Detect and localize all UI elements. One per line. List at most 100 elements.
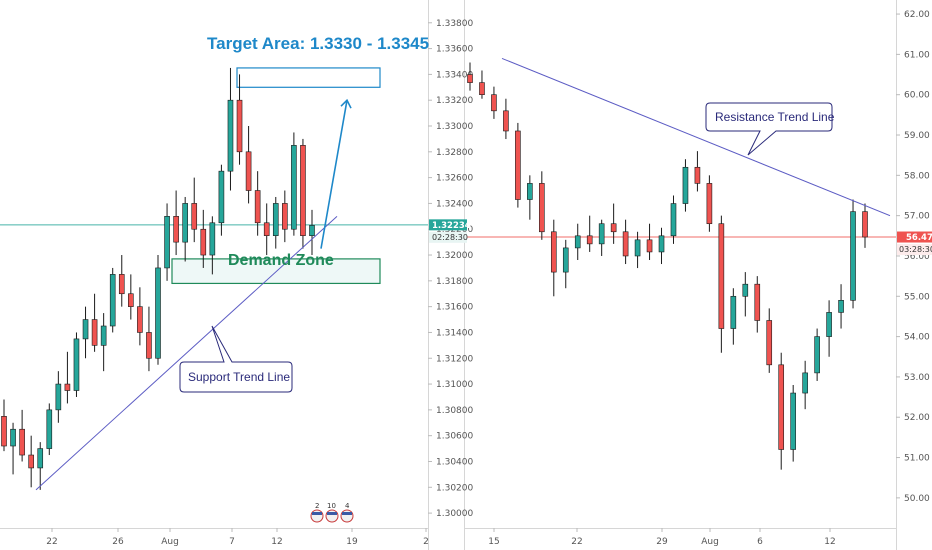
left-candle xyxy=(19,409,25,462)
left-x-tick-label: 12 xyxy=(271,537,282,547)
right-y-tick-label: 50.00 xyxy=(904,494,930,504)
event-badge-2[interactable]: 10 xyxy=(325,502,339,523)
left-x-tick-label: 22 xyxy=(46,537,57,547)
left-candle xyxy=(200,209,207,268)
left-y-tick-label: 1.31000 xyxy=(436,380,473,390)
left-x-axis: 22 26 Aug 7 12 19 2 xyxy=(46,528,429,547)
left-countdown-text: 02:28:30 xyxy=(432,233,468,242)
right-y-axis: 62.00 61.00 60.00 59.00 58.00 57.00 56.00 55.00… xyxy=(896,10,930,504)
right-candle xyxy=(562,239,569,289)
left-x-tick-label: 2 xyxy=(423,537,429,547)
left-candle xyxy=(209,216,216,275)
right-candle xyxy=(826,300,832,357)
left-price-tag: 1.32234 xyxy=(429,219,471,231)
left-candle xyxy=(82,306,89,359)
left-y-axis: 1.33800 1.33600 1.33400 1.33200 1.33000 1.328… xyxy=(428,19,473,519)
right-candles xyxy=(467,62,868,470)
right-countdown-tag: 03:28:30 xyxy=(897,244,932,256)
left-candle xyxy=(300,138,306,249)
resistance-callout-text: Resistance Trend Line xyxy=(715,110,835,124)
left-candle xyxy=(118,255,125,307)
left-candle xyxy=(109,267,116,333)
left-price-tag-text: 1.32234 xyxy=(432,221,471,231)
left-y-tick-label: 1.30800 xyxy=(436,406,473,416)
left-candle xyxy=(128,274,134,320)
left-y-tick-label: 1.30600 xyxy=(436,432,473,442)
right-x-tick-label: 12 xyxy=(824,537,835,547)
right-x-tick-label: 22 xyxy=(571,537,582,547)
right-y-tick-label: 62.00 xyxy=(904,10,930,20)
right-candle xyxy=(778,352,785,470)
right-y-tick-label: 59.00 xyxy=(904,131,930,141)
right-candle xyxy=(766,308,773,373)
right-x-tick-label: Aug xyxy=(701,537,719,547)
left-candle xyxy=(173,190,179,256)
left-y-tick-label: 1.33800 xyxy=(436,19,473,29)
left-candle xyxy=(164,203,170,281)
right-price-tag: 56.47 xyxy=(897,231,932,243)
right-candle xyxy=(598,219,605,256)
right-y-tick-label: 53.00 xyxy=(904,373,930,383)
left-y-tick-label: 1.32400 xyxy=(436,199,473,209)
right-candle xyxy=(862,203,868,248)
event-badge-3-count: 4 xyxy=(345,502,350,510)
right-y-tick-label: 54.00 xyxy=(904,333,930,343)
left-candle xyxy=(309,209,315,256)
right-candle xyxy=(634,231,641,269)
right-x-tick-label: 6 xyxy=(757,537,763,547)
left-y-tick-label: 1.32600 xyxy=(436,174,473,184)
right-x-tick-label: 29 xyxy=(656,537,668,547)
left-candle xyxy=(146,306,152,372)
right-candle xyxy=(479,70,485,99)
right-candle xyxy=(838,284,844,329)
right-price-tag-text: 56.47 xyxy=(906,233,932,243)
left-candle xyxy=(100,313,107,372)
right-candle xyxy=(515,122,521,208)
left-candle xyxy=(1,399,7,452)
left-candle xyxy=(263,203,270,256)
right-candle xyxy=(682,159,689,212)
left-candle xyxy=(91,293,98,352)
left-y-tick-label: 1.32800 xyxy=(436,148,473,158)
target-zone-box xyxy=(236,67,381,88)
projection-arrow xyxy=(320,98,352,249)
left-x-tick-label: Aug xyxy=(161,537,179,547)
target-area-label: Target Area: 1.3330 - 1.3345 xyxy=(207,34,429,53)
left-candle xyxy=(182,196,188,262)
left-candle xyxy=(73,332,80,397)
event-badge-1-count: 2 xyxy=(315,502,319,510)
right-candle xyxy=(802,360,808,410)
resistance-trend-line xyxy=(501,57,891,217)
right-candle xyxy=(527,175,533,220)
left-candles xyxy=(1,67,315,490)
right-candle xyxy=(730,288,737,345)
left-y-tick-label: 1.30000 xyxy=(436,509,473,519)
right-candle xyxy=(718,215,725,353)
left-y-tick-label: 1.33400 xyxy=(436,70,473,80)
event-badges[interactable]: 2 10 4 xyxy=(310,502,354,523)
right-candle xyxy=(539,171,545,240)
right-candle xyxy=(503,98,509,140)
left-x-tick-label: 7 xyxy=(229,537,235,547)
left-candle xyxy=(137,287,143,346)
event-badge-2-count: 10 xyxy=(327,502,336,510)
right-y-tick-label: 57.00 xyxy=(904,212,930,222)
right-y-tick-label: 51.00 xyxy=(904,454,930,464)
event-badge-3[interactable]: 4 xyxy=(340,502,354,523)
resistance-callout: Resistance Trend Line xyxy=(705,102,835,156)
left-candle xyxy=(155,255,161,365)
left-candle xyxy=(10,422,16,475)
right-y-tick-label: 58.00 xyxy=(904,171,930,181)
right-candle xyxy=(491,86,497,119)
right-y-tick-label: 52.00 xyxy=(904,413,930,423)
left-y-tick-label: 1.31200 xyxy=(436,354,473,364)
left-x-tick-label: 19 xyxy=(346,537,358,547)
left-candle xyxy=(46,403,53,456)
left-candle xyxy=(191,177,198,243)
event-badge-1[interactable]: 2 xyxy=(310,502,324,523)
left-y-tick-label: 1.33200 xyxy=(436,96,473,106)
right-candle xyxy=(670,195,677,244)
right-candle xyxy=(610,203,617,244)
left-y-tick-label: 1.33000 xyxy=(436,122,473,132)
